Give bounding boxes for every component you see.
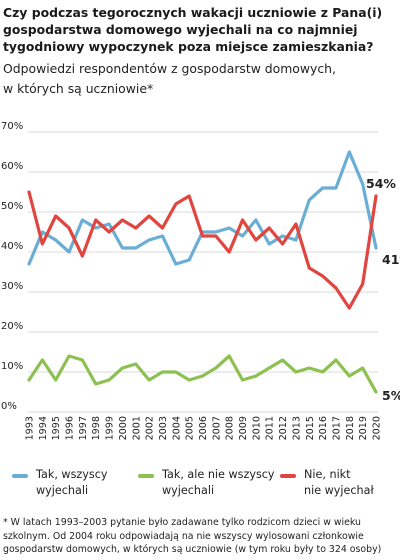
series-end-label: 54% <box>366 176 396 191</box>
x-tick-label: 1995 <box>51 416 62 440</box>
legend-swatch-blue <box>12 474 28 478</box>
x-tick-label: 2008 <box>225 416 236 440</box>
x-tick-label: 1999 <box>105 416 116 440</box>
legend-swatch-red <box>280 474 296 478</box>
series-lines <box>27 150 378 394</box>
footnote: * W latach 1993–2003 pytanie było zadawa… <box>3 516 395 557</box>
x-tick-label: 2001 <box>131 416 142 440</box>
series-line <box>27 354 378 394</box>
x-tick-label: 1994 <box>38 416 49 440</box>
series-line <box>27 190 378 310</box>
legend-swatch-green <box>138 474 154 478</box>
chart-title: Czy podczas tegorocznych wakacji uczniow… <box>3 5 383 54</box>
x-tick-label: 2007 <box>211 416 222 440</box>
y-tick-label: 40% <box>1 241 23 252</box>
end-labels: 41% 5% 54% <box>366 176 400 403</box>
legend: Tak, wszyscy wyjechali Tak, ale nie wszy… <box>0 467 400 503</box>
series-line <box>27 150 378 266</box>
grid <box>28 131 378 413</box>
y-tick-label: 0% <box>1 401 17 412</box>
x-tick-label: 1993 <box>25 416 36 440</box>
series-end-label: 5% <box>382 388 400 403</box>
y-tick-label: 20% <box>1 321 23 332</box>
y-tick-label: 10% <box>1 361 23 372</box>
x-tick-label: 2003 <box>158 416 169 440</box>
footnote-line-3: gospodarstw domowych, w których są uczni… <box>3 544 382 556</box>
x-tick-label: 2019 <box>358 416 369 440</box>
footnote-line-2: szkolnym. Od 2004 roku odpowiadają na ni… <box>3 530 364 542</box>
x-tick-label: 1998 <box>91 416 102 440</box>
x-tick-label: 2010 <box>251 416 262 440</box>
x-tick-label: 2009 <box>238 416 249 440</box>
subtitle-line-1: Odpowiedzi respondentów z gospodarstw do… <box>3 61 336 76</box>
legend-label-line: Tak, ale nie wszyscy <box>162 468 275 481</box>
x-axis-ticks: 1993 1994 1995 1996 1997 1998 1999 2000 2001 2002… <box>25 416 383 440</box>
y-tick-label: 50% <box>1 201 23 212</box>
y-tick-label: 60% <box>1 161 23 172</box>
x-tick-label: 2020 <box>372 416 383 440</box>
x-tick-label: 2006 <box>198 416 209 440</box>
x-tick-label: 1996 <box>65 416 76 440</box>
x-tick-label: 2004 <box>171 416 182 440</box>
legend-label-line: wyjechali <box>36 484 89 497</box>
x-tick-label: 1997 <box>78 416 89 440</box>
y-tick-label: 70% <box>1 121 23 132</box>
x-tick-label: 2018 <box>345 416 356 440</box>
x-tick-label: 2017 <box>331 416 342 440</box>
x-tick-label: 2015 <box>305 416 316 440</box>
legend-label-line: nie wyjechał <box>304 484 374 497</box>
footnote-line-1: * W latach 1993–2003 pytanie było zadawa… <box>3 517 361 528</box>
y-tick-label: 30% <box>1 281 23 292</box>
legend-label-line: Tak, wszyscy <box>36 468 108 481</box>
chart-subtitle: Odpowiedzi respondentów z gospodarstw do… <box>3 59 395 99</box>
x-tick-label: 2002 <box>145 416 156 440</box>
y-axis-ticks: 0% 10% 20% 30% 40% 50% 60% 70% <box>1 121 23 412</box>
series-end-label: 41% <box>382 252 400 267</box>
x-tick-label: 2013 <box>291 416 302 440</box>
x-tick-label: 2000 <box>118 416 129 440</box>
legend-label-line: wyjechali <box>162 484 215 497</box>
x-tick-label: 2005 <box>185 416 196 440</box>
x-tick-label: 2012 <box>278 416 289 440</box>
x-tick-label: 2011 <box>265 416 276 440</box>
line-chart: 0% 10% 20% 30% 40% 50% 60% 70% 1993 1994 1995 1996… <box>1 121 400 440</box>
legend-label-line: Nie, nikt <box>304 468 351 481</box>
x-tick-label: 2016 <box>318 416 329 440</box>
subtitle-line-2: w których są uczniowie* <box>3 81 154 96</box>
